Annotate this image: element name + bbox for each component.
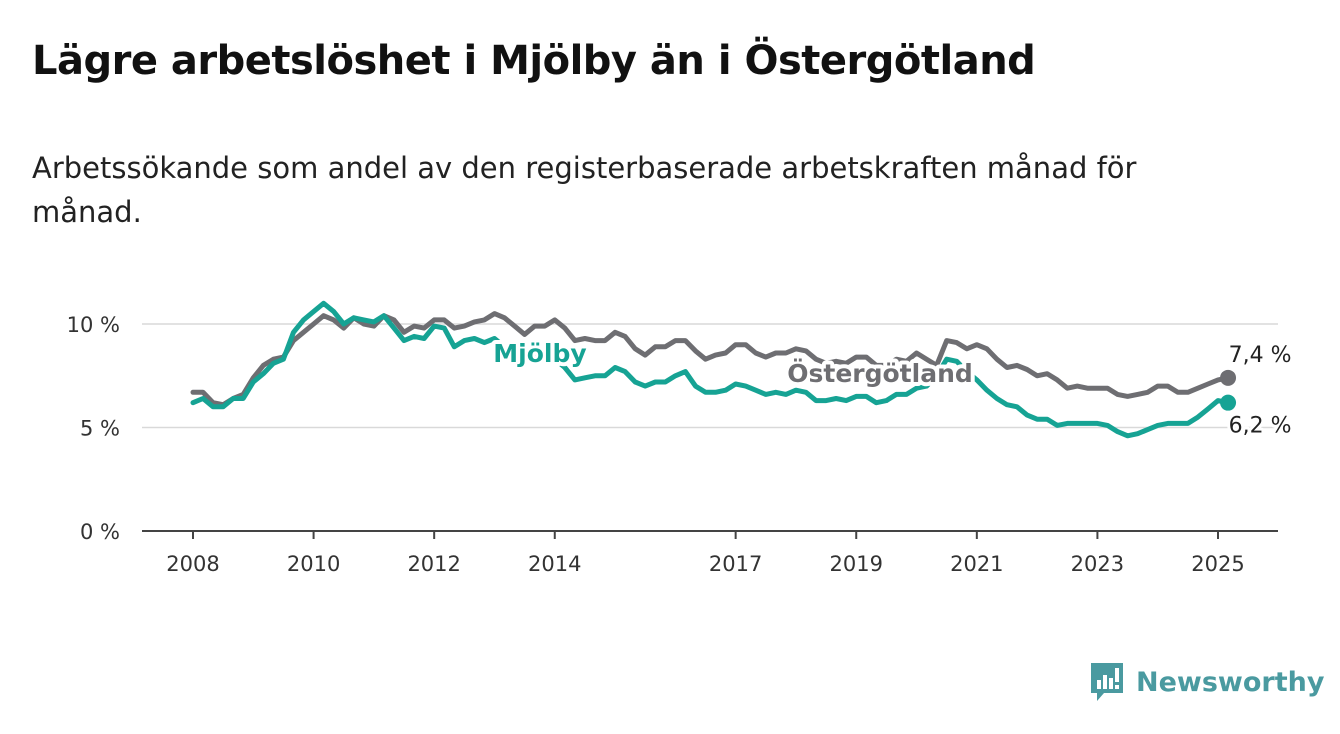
series-label-halo: Östergötland [787,358,973,388]
y-tick-label: 0 % [80,520,120,544]
chart-title: Lägre arbetslöshet i Mjölby än i Östergö… [32,38,1036,84]
end-value-label-halo: 6,2 % [1229,414,1292,439]
newsworthy-logo-icon [1091,663,1123,701]
series-label: Östergötland [787,358,973,388]
x-tick-label: 2008 [166,552,219,576]
x-tick-label: 2012 [407,552,460,576]
series-end-point-0 [1220,369,1237,386]
end-value-label: 6,2 % [1229,414,1292,439]
x-tick-label: 2023 [1071,552,1124,576]
x-tick-label: 2017 [709,552,762,576]
x-tick-label: 2025 [1191,552,1244,576]
x-tick-label: 2014 [528,552,581,576]
end-value-label: 7,4 % [1229,343,1292,368]
end-value-label-halo: 7,4 % [1229,343,1292,368]
brand-logo: Newsworthy [1088,660,1324,704]
chart-subtitle: Arbetssökande som andel av den registerb… [32,151,1137,229]
x-tick-label: 2019 [830,552,883,576]
gridlines [142,323,1278,532]
series-lines [190,300,1237,439]
brand-name: Newsworthy [1136,666,1325,698]
x-tick-label: 2010 [287,552,340,576]
series-end-point-1 [1220,394,1237,411]
series-label-halo: Mjölby [493,339,586,368]
series-line-1 [190,300,1231,439]
x-tick-label: 2021 [950,552,1003,576]
y-tick-label: 10 % [67,313,120,337]
series-label: Mjölby [493,339,586,368]
y-tick-label: 5 % [80,417,120,441]
series-line-0 [190,311,1231,408]
x-axis: 2008 2010 2012 2014 2017 2019 2021 2023 2025 [166,531,1245,576]
y-axis-ticks: 0 % 5 % 10 % [67,313,120,544]
